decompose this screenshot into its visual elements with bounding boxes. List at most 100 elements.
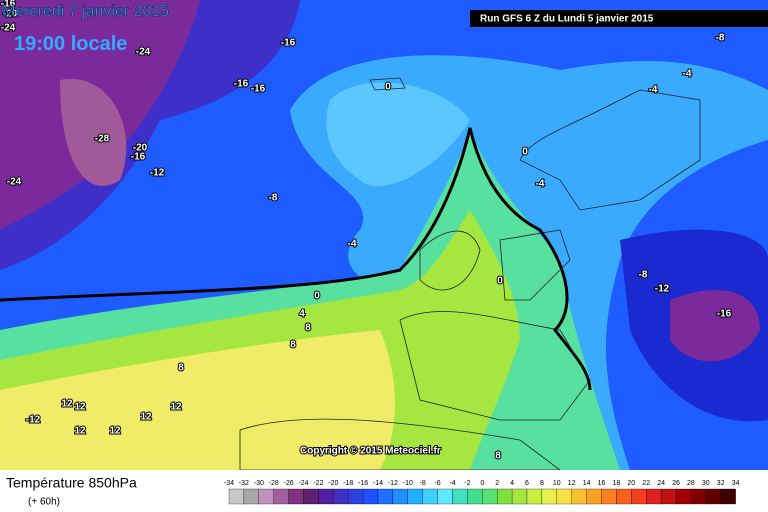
contour-label: 12: [74, 426, 86, 437]
contour-label: 8: [290, 340, 296, 351]
legend-label: 2: [495, 480, 499, 487]
legend-label: 24: [657, 480, 665, 487]
contour-label: 12: [140, 412, 152, 423]
contour-label: -20: [133, 143, 148, 154]
legend-label: 26: [672, 480, 680, 487]
legend-swatch: [467, 488, 483, 505]
run-banner: [470, 10, 768, 27]
coastlines: [239, 77, 701, 471]
contour-label: -24: [7, 177, 22, 188]
legend-swatch: [452, 488, 468, 505]
legend-swatch: [437, 488, 453, 505]
forecast-time: 19:00 locale: [14, 33, 127, 55]
contour-label: -4: [348, 239, 357, 250]
legend-swatch: [288, 488, 304, 505]
contour-label: -16: [1, 0, 16, 10]
contour-label: -4: [536, 179, 545, 190]
legend-swatch: [348, 488, 364, 505]
legend-label: 16: [598, 480, 606, 487]
legend-label: -18: [343, 480, 353, 487]
legend-label: -8: [420, 480, 426, 487]
legend-swatch: [690, 488, 706, 505]
legend-label: 28: [687, 480, 695, 487]
legend-swatch: [526, 488, 543, 505]
legend-swatch: [556, 488, 572, 505]
legend-label: -20: [328, 480, 338, 487]
legend-swatch: [541, 488, 557, 505]
contour-label: -16: [234, 79, 249, 90]
legend-swatch: [720, 488, 736, 505]
contour-label: -16: [131, 152, 146, 163]
legend-title: Température 850hPa: [6, 475, 137, 491]
run-info: Run GFS 6 Z du Lundi 5 janvier 2015: [480, 14, 654, 25]
contour-label: -8: [639, 270, 648, 281]
legend-swatch: [497, 488, 513, 505]
contour-label: -16: [717, 309, 732, 320]
legend-label: 22: [642, 480, 650, 487]
contour-label: 12: [170, 402, 182, 413]
forecast-date: Mercredi 7 janvier 2015: [2, 3, 169, 20]
contour-label: 0: [314, 291, 320, 302]
legend-swatch: [422, 488, 438, 505]
legend-swatch: [586, 488, 602, 505]
legend-subtitle: (+ 60h): [28, 497, 60, 508]
legend-label: 20: [627, 480, 635, 487]
contour-label: 8: [305, 323, 311, 334]
contour-label: 0: [497, 276, 503, 287]
legend-label: -2: [464, 480, 470, 487]
legend-label: -30: [254, 480, 264, 487]
legend-swatch: [318, 488, 334, 505]
legend-swatch: [482, 488, 498, 505]
legend-label: 12: [568, 480, 576, 487]
contour-label: -12: [26, 415, 41, 426]
legend-label: 10: [553, 480, 561, 487]
contour-label: 12: [61, 399, 73, 410]
legend-label: -34: [224, 480, 234, 487]
legend-label: 18: [613, 480, 621, 487]
legend-label: -4: [449, 480, 455, 487]
legend-swatch: [660, 488, 677, 505]
legend-label: 6: [525, 480, 529, 487]
legend-label: -14: [373, 480, 383, 487]
legend-label: 30: [702, 480, 710, 487]
contour-label: 12: [109, 426, 121, 437]
contour-label: -12: [150, 168, 165, 179]
contour-label: 12: [74, 402, 86, 413]
legend-label: -16: [358, 480, 368, 487]
contour-label: -8: [269, 193, 278, 204]
contour-label: -16: [281, 38, 296, 49]
legend-label: 32: [717, 480, 725, 487]
coldest-core: [60, 78, 127, 186]
legend-swatch: [705, 488, 721, 505]
legend-swatch: [407, 488, 423, 505]
contour-label: 0: [385, 82, 391, 93]
contour-label: -12: [655, 284, 670, 295]
legend-label: 34: [732, 480, 740, 487]
legend-swatch: [258, 488, 274, 505]
legend-swatch: [675, 488, 692, 505]
legend-label: 0: [480, 480, 484, 487]
legend-swatch: [571, 488, 587, 505]
copyright: Copyright © 2015 Meteociel.fr: [300, 446, 441, 457]
legend-label: 14: [583, 480, 591, 487]
legend-swatch: [243, 488, 259, 505]
legend-label: 4: [510, 480, 514, 487]
legend-swatch: [601, 488, 617, 505]
legend-label: -24: [298, 480, 308, 487]
legend-swatch: [392, 488, 408, 505]
contour-label: -24: [1, 23, 16, 34]
legend-label: -22: [313, 480, 323, 487]
legend-label: 8: [540, 480, 544, 487]
contour-label: -4: [683, 69, 692, 80]
legend-swatch: [273, 488, 289, 505]
legend-swatch: [377, 488, 394, 505]
legend-label: -28: [269, 480, 279, 487]
contour-label: 8: [178, 363, 184, 374]
zero-isotherm: [0, 127, 592, 391]
legend-swatch: [303, 488, 319, 505]
legend-label: -10: [403, 480, 413, 487]
legend-swatch: [631, 488, 647, 505]
contour-label: -24: [136, 47, 151, 58]
legend-swatch: [646, 488, 662, 505]
